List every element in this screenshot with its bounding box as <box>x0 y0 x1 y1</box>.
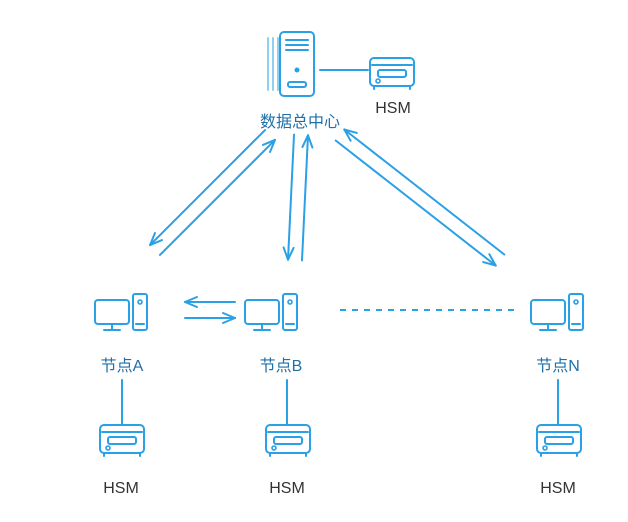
hsm-b-label: HSM <box>269 480 305 498</box>
hsm-top-label: HSM <box>375 100 411 118</box>
hsm-n-label: HSM <box>540 480 576 498</box>
node-b-label: 节点B <box>260 352 303 376</box>
node-n-label: 节点N <box>536 352 580 376</box>
diagram-svg <box>0 0 628 522</box>
diagram-canvas: 数据总中心 HSM 节点A 节点B 节点N HSM HSM HSM <box>0 0 628 522</box>
data-center-label: 数据总中心 <box>260 108 340 132</box>
hsm-a-label: HSM <box>103 480 139 498</box>
node-a-label: 节点A <box>101 352 144 376</box>
